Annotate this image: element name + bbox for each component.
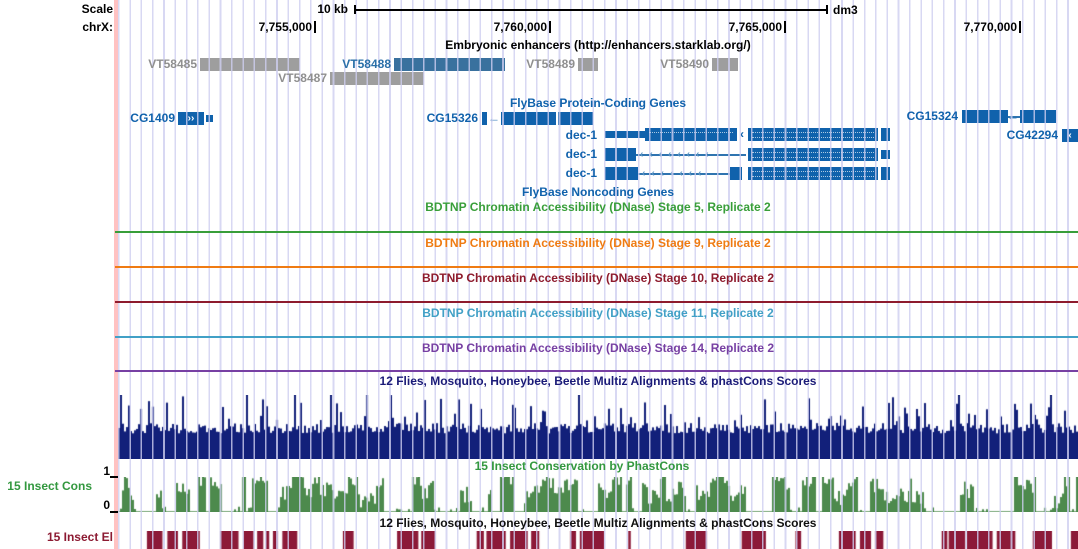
track-title-bdtnp-stage9[interactable]: BDTNP Chromatin Accessibility (DNase) St… [425,236,771,250]
track-title-bdtnp-stage10[interactable]: BDTNP Chromatin Accessibility (DNase) St… [421,271,775,285]
coord-tick-mark [784,21,786,33]
track-title-multiz-top[interactable]: 12 Flies, Mosquito, Honeybee, Beetle Mul… [379,374,817,388]
chrom-label: chrX: [82,20,113,34]
track-title-phastcons[interactable]: 15 Insect Conservation by PhastCons [474,459,690,473]
enhancer-item[interactable] [712,58,738,71]
gene-dec1-exon[interactable] [605,148,636,161]
gene-cg15326-exon[interactable] [501,112,556,125]
enhancer-item[interactable] [200,58,300,71]
gene-dec1-exon[interactable] [748,128,878,141]
multiz-density-histogram[interactable] [118,395,1078,459]
gene-label[interactable]: CG15324 [906,109,958,123]
track-title-bdtnp-stage5[interactable]: BDTNP Chromatin Accessibility (DNase) St… [425,200,771,214]
phastcons-axis-max: 1 [103,464,110,478]
bdtnp-stage14-signal[interactable] [115,370,1078,372]
gene-dec1-exon[interactable] [748,167,878,180]
gene-cg15324-exon[interactable] [962,110,1008,123]
gene-dec1-utr[interactable] [881,128,890,141]
enhancer-item[interactable] [330,72,424,85]
track-title-multiz-bottom[interactable]: 12 Flies, Mosquito, Honeybee, Beetle Mul… [379,516,817,530]
gene-dec1-utr[interactable] [881,167,890,180]
gene-label[interactable]: dec-1 [565,166,597,180]
gene-dec1-exon[interactable] [645,128,737,141]
enhancer-label[interactable]: VT58489 [526,57,575,71]
gene-dec1-exon[interactable] [730,167,742,180]
strand-arrows-icon: ‹‹‹‹‹‹‹ [642,168,708,179]
scale-value: 10 kb [317,2,348,16]
bdtnp-stage5-signal[interactable] [115,231,1078,233]
gene-cg15326-exon[interactable] [558,112,593,125]
track-title-enhancers[interactable]: Embryonic enhancers (http://enhancers.st… [445,38,751,52]
phastcons-axis-min: 0 [103,498,110,512]
enhancer-item[interactable] [394,58,505,71]
strand-arrow-icon: ← [488,111,500,125]
gene-cg42294[interactable]: ‹ [1062,129,1078,142]
axis-tick-mark [110,476,118,478]
coord-tick-mark [549,21,551,33]
enhancer-label[interactable]: VT58490 [660,57,709,71]
gene-label[interactable]: CG1409 [130,111,175,125]
strand-arrows-icon: ›› [187,113,195,124]
gene-cg1409[interactable]: ›› [178,112,204,125]
coord-tick-mark [1019,21,1021,33]
gene-label[interactable]: CG15326 [426,111,478,125]
coord-tick-mark [314,21,316,33]
coord-tick-label: 7,760,000 [493,20,547,34]
strand-arrow-icon: ‹ [740,127,744,141]
gene-dec1-exon[interactable] [605,167,638,180]
enhancer-item[interactable] [578,58,598,71]
gene-label[interactable]: CG42294 [1006,128,1058,142]
coord-tick-label: 7,765,000 [728,20,782,34]
scale-bar [354,5,828,14]
strand-arrows-icon: ‹‹‹‹‹‹‹‹ [640,149,715,160]
bdtnp-stage11-signal[interactable] [115,336,1078,338]
coord-tick-label: 7,770,000 [963,20,1017,34]
phastcons-histogram[interactable] [118,477,1078,512]
enhancer-label[interactable]: VT58488 [342,57,391,71]
strand-arrow-icon: ‹ [1068,130,1072,141]
track-left-label-insect-elements[interactable]: 15 Insect El [46,530,113,544]
conserved-elements-blocks[interactable] [118,531,1078,549]
track-title-noncoding-genes[interactable]: FlyBase Noncoding Genes [521,185,675,199]
gene-dec1-exon[interactable] [748,148,878,161]
bdtnp-stage10-signal[interactable] [115,301,1078,303]
gene-label[interactable]: dec-1 [565,128,597,142]
track-title-bdtnp-stage14[interactable]: BDTNP Chromatin Accessibility (DNase) St… [421,341,775,355]
gene-label[interactable]: dec-1 [565,147,597,161]
scale-label: Scale [81,2,113,16]
coord-tick-label: 7,755,000 [258,20,312,34]
enhancer-label[interactable]: VT58487 [278,71,327,85]
track-title-bdtnp-stage11[interactable]: BDTNP Chromatin Accessibility (DNase) St… [422,306,774,320]
gene-dec1-utr[interactable] [605,131,645,138]
strand-arrow-icon: ← [1007,109,1019,123]
gene-dec1-utr[interactable] [881,150,890,159]
assembly-label: dm3 [833,3,858,17]
position-marker-line [114,0,118,549]
gene-cg15324-exon[interactable] [1020,110,1056,123]
enhancer-label[interactable]: VT58485 [148,57,197,71]
gene-cg1409-utr[interactable] [206,115,213,122]
bdtnp-stage9-signal[interactable] [115,266,1078,268]
axis-tick-mark [110,511,118,513]
track-left-label-phastcons[interactable]: 15 Insect Cons [7,479,92,493]
